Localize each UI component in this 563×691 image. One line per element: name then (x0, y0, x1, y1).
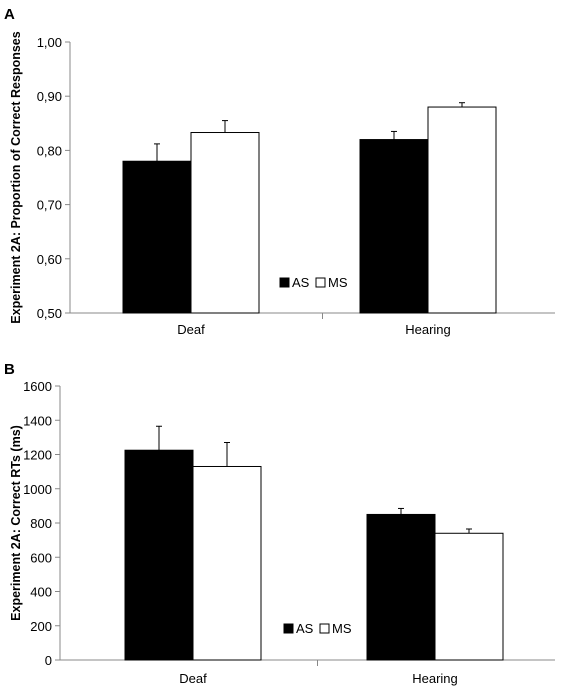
panel-b-legend-swatch-as (283, 623, 294, 634)
panel-a-legend-label-as: AS (292, 275, 310, 290)
panel-b-category-label: Hearing (412, 671, 458, 686)
panel-b-y-tick-label: 400 (30, 585, 52, 600)
panel-b-bar-as-deaf (124, 449, 194, 661)
panel-b-y-tick-label: 1600 (23, 379, 52, 394)
panel-b-legend-swatch-ms (319, 623, 330, 634)
panel-b-y-tick-label: 0 (45, 653, 52, 668)
panel-b-bar-ms-deaf (192, 465, 262, 661)
panel-b-legend-label-as: AS (296, 621, 314, 636)
panel-a-y-tick-label: 1,00 (37, 35, 62, 50)
panel-a-legend-label-ms: MS (328, 275, 348, 290)
panel-b-y-tick-label: 1000 (23, 482, 52, 497)
panel-a-y-axis-label: Experiment 2A: Proportion of Correct Res… (9, 31, 23, 323)
panel-a-y-tick-label: 0,80 (37, 143, 62, 158)
panel-a-bar-ms-deaf (190, 132, 260, 314)
panel-b-letter: B (4, 361, 15, 378)
panel-b-legend-label-ms: MS (332, 621, 352, 636)
panel-b-y-tick-label: 200 (30, 619, 52, 634)
panel-a-y-tick-label: 0,90 (37, 89, 62, 104)
panel-a-category-label: Deaf (177, 322, 205, 337)
panel-b-bar-ms-hearing (434, 532, 504, 661)
panel-a-legend-swatch-ms (315, 277, 326, 288)
panel-a-bar-ms-hearing (427, 106, 497, 314)
panel-a-letter: A (4, 6, 15, 23)
panel-b-y-tick-label: 1200 (23, 448, 52, 463)
panel-a-bar-as-hearing (359, 139, 429, 314)
panel-b-y-tick-label: 800 (30, 516, 52, 531)
panel-a-legend-swatch-as (279, 277, 290, 288)
panel-b-y-axis-label: Experiment 2A: Correct RTs (ms) (9, 425, 23, 621)
panel-b-category-label: Deaf (179, 671, 207, 686)
panel-a-y-tick-label: 0,50 (37, 306, 62, 321)
panel-b-bar-as-hearing (366, 513, 436, 661)
panel-a-category-label: Hearing (405, 322, 451, 337)
panel-b-y-tick-label: 1400 (23, 413, 52, 428)
panel-a-bar-as-deaf (122, 160, 192, 314)
panel-b-y-tick-label: 600 (30, 550, 52, 565)
panel-a-y-tick-label: 0,70 (37, 198, 62, 213)
panel-a-y-tick-label: 0,60 (37, 252, 62, 267)
